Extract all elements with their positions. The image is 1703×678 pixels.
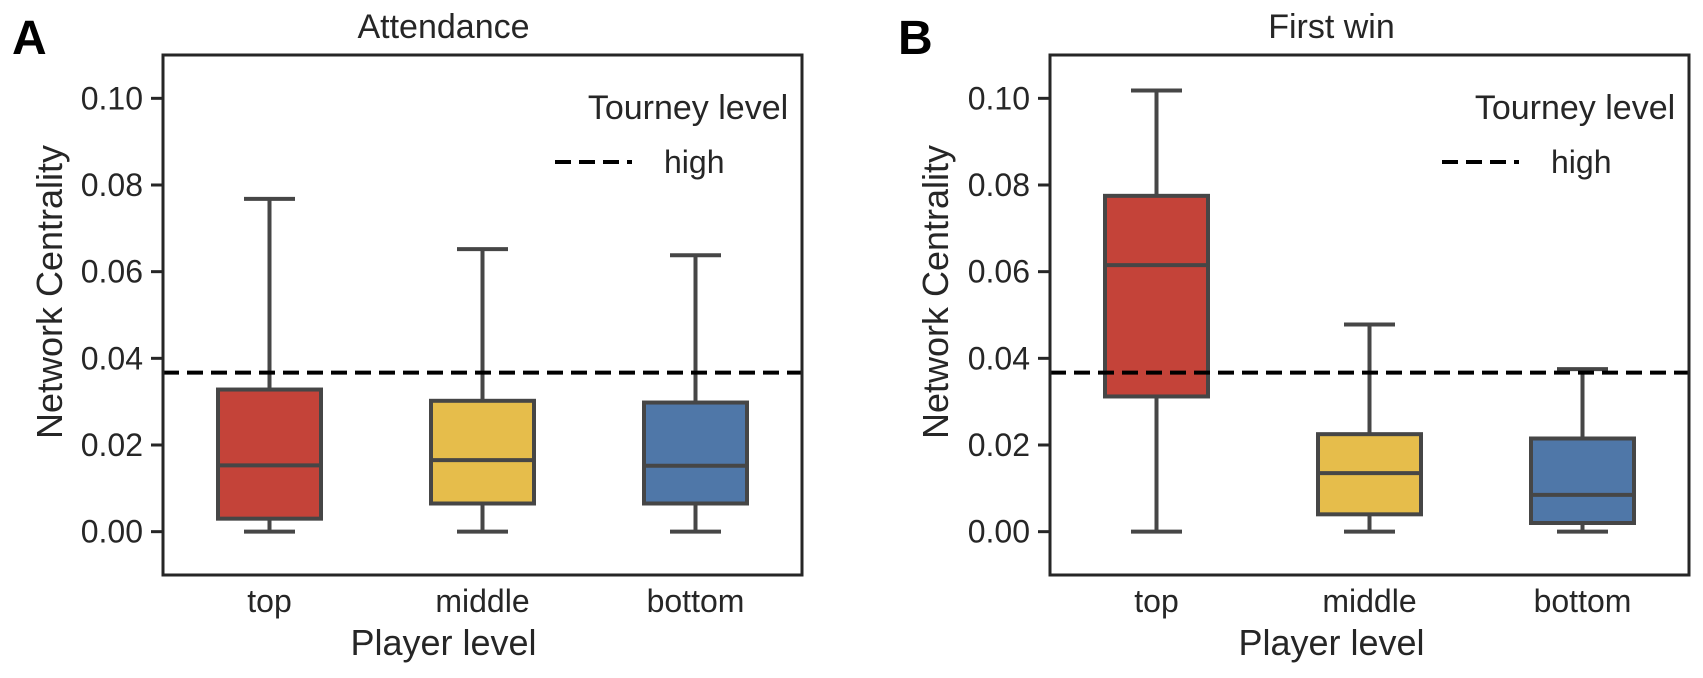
x-axis-label: Player level xyxy=(1238,622,1424,663)
x-tick-label-top: top xyxy=(1134,583,1178,619)
x-ticks: top middle bottom xyxy=(1134,583,1631,619)
box-iqr xyxy=(1103,193,1210,399)
legend-title: Tourney level xyxy=(588,89,788,127)
box-iqr xyxy=(1529,436,1636,525)
y-tick-label: 0.10 xyxy=(81,80,143,116)
legend: Tourney level high xyxy=(555,89,788,180)
y-tick-label: 0.06 xyxy=(968,254,1030,290)
panel-letter-b: B xyxy=(898,12,933,65)
boxplots xyxy=(1103,88,1636,534)
y-tick-label: 0.06 xyxy=(81,254,143,290)
legend-entry-high: high xyxy=(664,144,725,180)
x-ticks: top middle bottom xyxy=(247,583,744,619)
x-tick-label-top: top xyxy=(247,583,291,619)
legend-entry-high: high xyxy=(1551,144,1612,180)
boxplots xyxy=(216,196,749,534)
box-top xyxy=(1103,88,1210,534)
y-tick-label: 0.02 xyxy=(81,427,143,463)
box-middle xyxy=(1316,322,1423,534)
y-ticks: 0.00 0.02 0.04 0.06 0.08 0.10 xyxy=(81,80,163,550)
y-axis-label: Network Centrality xyxy=(915,145,956,439)
y-axis-label: Network Centrality xyxy=(29,145,70,439)
y-tick-label: 0.08 xyxy=(81,167,143,203)
y-tick-label: 0.10 xyxy=(968,80,1030,116)
box-top xyxy=(216,196,323,534)
box-iqr xyxy=(642,400,749,506)
y-tick-label: 0.04 xyxy=(968,340,1030,376)
y-tick-label: 0.02 xyxy=(968,427,1030,463)
box-bottom xyxy=(1529,367,1636,534)
plot-frame xyxy=(1048,53,1691,577)
x-tick-label-bottom: bottom xyxy=(647,583,745,619)
x-tick-label-middle: middle xyxy=(1322,583,1416,619)
x-axis-label: Player level xyxy=(350,622,536,663)
box-bottom xyxy=(642,253,749,534)
box-iqr xyxy=(429,398,536,506)
legend-title: Tourney level xyxy=(1475,89,1675,127)
panel-attendance: A Attendance Network Centrality Player l… xyxy=(12,8,804,663)
y-tick-label: 0.00 xyxy=(81,514,143,550)
panel-letter-a: A xyxy=(12,12,47,65)
panel-first-win: B First win Network Centrality Player le… xyxy=(898,8,1691,663)
box-middle xyxy=(429,247,536,534)
y-ticks: 0.00 0.02 0.04 0.06 0.08 0.10 xyxy=(968,80,1050,550)
x-tick-label-bottom: bottom xyxy=(1534,583,1632,619)
chart-title: Attendance xyxy=(357,8,529,46)
chart-title: First win xyxy=(1268,8,1395,46)
legend: Tourney level high xyxy=(1442,89,1675,180)
plot-frame xyxy=(161,53,804,577)
y-tick-label: 0.08 xyxy=(968,167,1030,203)
y-tick-label: 0.04 xyxy=(81,340,143,376)
x-tick-label-middle: middle xyxy=(435,583,529,619)
y-tick-label: 0.00 xyxy=(968,514,1030,550)
box-iqr xyxy=(216,387,323,521)
